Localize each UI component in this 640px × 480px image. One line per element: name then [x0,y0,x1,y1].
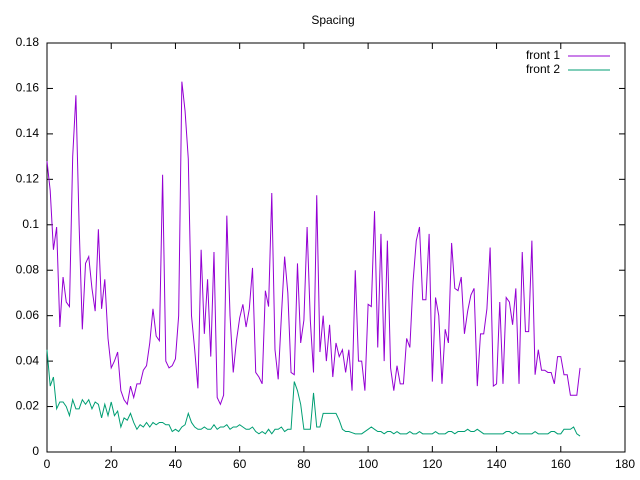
y-tick-label: 0.18 [16,35,40,49]
legend-label: front 1 [526,48,560,62]
y-tick-label: 0 [32,444,39,458]
x-tick-label: 140 [487,457,507,471]
y-tick-label: 0.14 [16,126,40,140]
x-tick-label: 80 [297,457,311,471]
x-tick-label: 60 [233,457,247,471]
x-tick-label: 0 [44,457,51,471]
y-tick-label: 0.06 [16,308,40,322]
x-tick-label: 160 [551,457,571,471]
y-tick-label: 0.1 [22,217,39,231]
y-tick-label: 0.04 [16,353,40,367]
x-tick-label: 120 [422,457,442,471]
chart-title: Spacing [311,13,354,27]
legend-label: front 2 [526,62,560,76]
series-line [46,81,581,406]
y-tick-label: 0.08 [16,262,40,276]
y-tick-label: 0.02 [16,399,40,413]
series-line [46,349,581,437]
x-tick-label: 40 [169,457,183,471]
y-tick-label: 0.16 [16,81,40,95]
x-tick-label: 100 [358,457,378,471]
x-tick-label: 180 [615,457,635,471]
x-tick-label: 20 [105,457,119,471]
plot-border [46,42,626,453]
y-tick-label: 0.12 [16,172,40,186]
